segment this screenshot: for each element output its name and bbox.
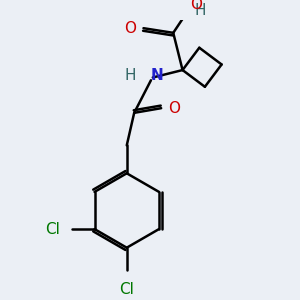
Text: Cl: Cl	[119, 282, 134, 297]
Text: N: N	[151, 68, 164, 83]
Text: O: O	[124, 21, 136, 36]
Text: O: O	[169, 101, 181, 116]
Text: H: H	[124, 68, 136, 83]
Text: H: H	[195, 3, 206, 18]
Text: Cl: Cl	[45, 222, 60, 237]
Text: O: O	[190, 0, 202, 12]
